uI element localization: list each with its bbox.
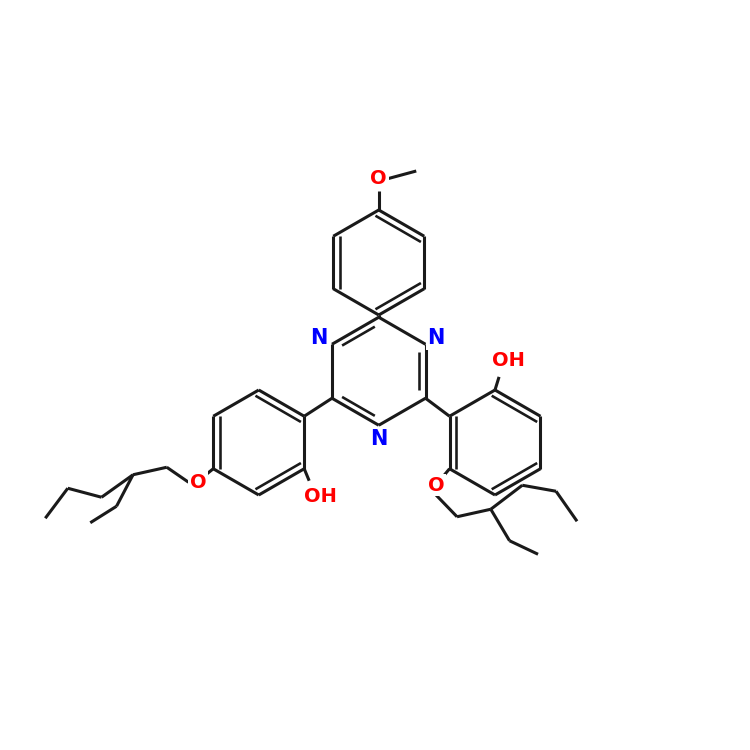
- Text: O: O: [370, 169, 387, 188]
- Text: N: N: [310, 328, 327, 348]
- Text: OH: OH: [492, 350, 525, 370]
- Text: N: N: [370, 429, 388, 448]
- Text: O: O: [427, 476, 444, 495]
- Text: OH: OH: [304, 487, 338, 506]
- Text: N: N: [427, 328, 445, 348]
- Text: O: O: [190, 472, 206, 492]
